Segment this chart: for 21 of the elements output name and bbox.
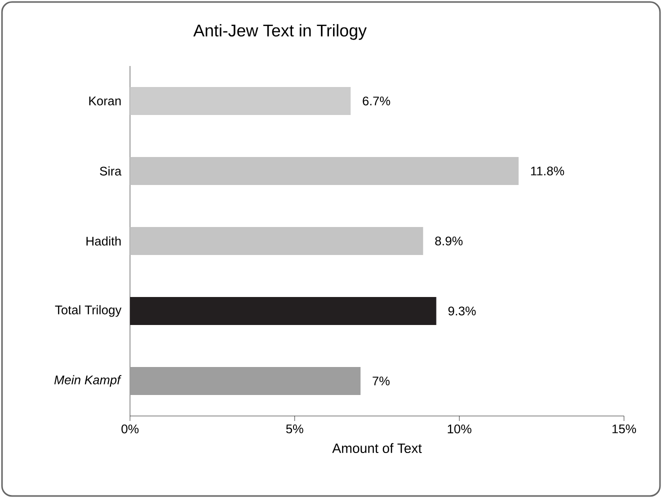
x-axis-title: Amount of Text bbox=[332, 443, 422, 454]
chart-title: Anti-Jew Text in Trilogy bbox=[193, 24, 367, 40]
y-tick-label: Mein Kampf bbox=[54, 375, 122, 387]
bar bbox=[130, 226, 424, 255]
y-tick-label: Total Trilogy bbox=[55, 305, 122, 317]
data-label: 6.7% bbox=[362, 96, 390, 106]
bar bbox=[130, 366, 361, 395]
data-label: 7% bbox=[372, 376, 390, 386]
y-tick-label: Hadith bbox=[86, 236, 121, 246]
data-label: 8.9% bbox=[435, 236, 463, 246]
data-label: 11.8% bbox=[531, 166, 564, 176]
bar bbox=[130, 156, 519, 185]
y-tick-label: Sira bbox=[100, 166, 122, 176]
x-tick-label: 15% bbox=[612, 424, 636, 434]
bar bbox=[130, 86, 351, 115]
x-tick-label: 5% bbox=[286, 424, 304, 434]
y-tick-label: Koran bbox=[89, 96, 121, 106]
x-tick-label: 0% bbox=[121, 424, 139, 434]
x-tick-label: 10% bbox=[448, 424, 472, 434]
data-label: 9.3% bbox=[448, 306, 476, 316]
bar bbox=[130, 296, 436, 325]
